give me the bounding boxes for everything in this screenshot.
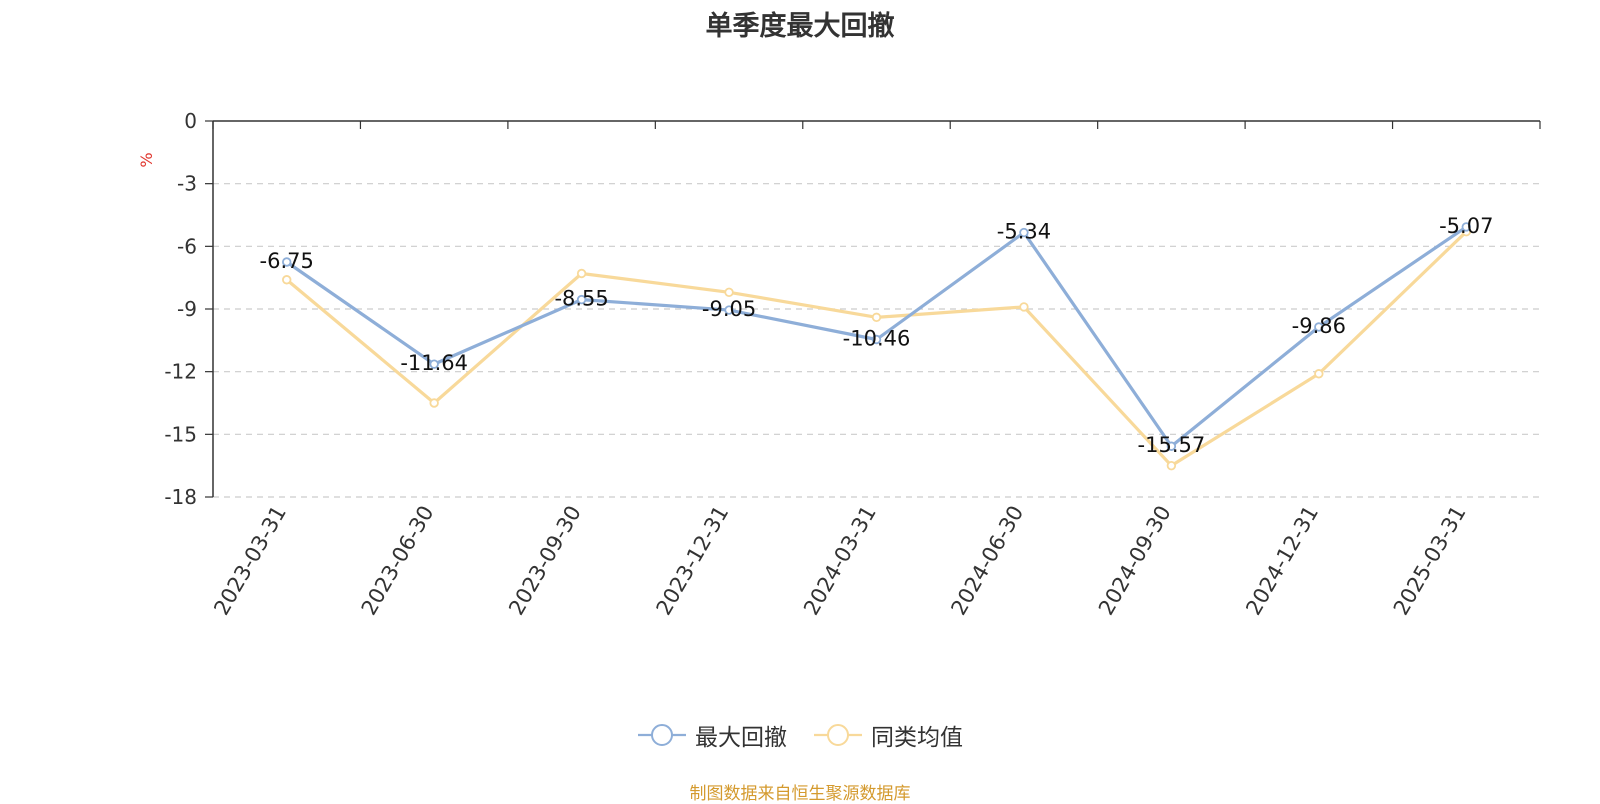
data-label: -5.07: [1439, 214, 1493, 238]
data-point: [724, 287, 734, 297]
source-note: 制图数据来自恒生聚源数据库: [689, 784, 911, 804]
x-tick-label: 2023-12-31: [652, 502, 734, 620]
data-point: [576, 268, 587, 279]
y-tick-label: 0: [184, 109, 197, 133]
data-point: [1314, 322, 1324, 332]
data-point: [429, 359, 439, 369]
chart-title: 单季度最大回撤: [705, 11, 895, 42]
data-label: -6.75: [260, 249, 314, 273]
y-tick-label: -3: [177, 172, 197, 196]
data-point: [576, 294, 587, 305]
y-tick-label: -18: [164, 485, 197, 509]
data-point: [1314, 369, 1324, 379]
y-tick-label: -15: [164, 422, 197, 446]
y-tick-label: -12: [164, 360, 197, 384]
legend-marker-icon: [638, 724, 686, 746]
data-labels: -6.75 -11.64 -8.55 -9.05 -10.46 -5.34 -15.57 -9…: [260, 214, 1494, 457]
grid-lines: [213, 183, 1540, 498]
series-lines: [282, 222, 1471, 471]
x-tick-label: 2024-12-31: [1241, 502, 1323, 620]
data-label: -8.55: [554, 287, 608, 311]
data-point: [1166, 460, 1177, 471]
x-tick-label: 2024-09-30: [1094, 502, 1176, 620]
x-tick-label: 2025-03-31: [1389, 502, 1471, 620]
data-label: -11.64: [400, 351, 468, 375]
x-tick-label: 2024-06-30: [946, 502, 1028, 620]
data-label: -9.86: [1292, 314, 1346, 338]
data-point: [871, 334, 882, 345]
legend-label: 同类均值: [871, 725, 963, 751]
y-axis-unit-label: %: [137, 152, 156, 167]
x-tick-label: 2024-03-31: [799, 502, 881, 620]
x-tick-label: 2023-06-30: [357, 501, 439, 619]
x-tick-label: 2023-09-30: [504, 502, 586, 620]
data-point: [1166, 441, 1177, 451]
data-point: [1019, 302, 1029, 312]
x-tick-label: 2023-03-31: [209, 502, 291, 620]
data-point: [429, 398, 439, 408]
legend: 最大回撤 同类均值: [0, 718, 1600, 752]
data-label: -15.57: [1138, 433, 1206, 457]
legend-item[interactable]: 最大回撤: [637, 718, 787, 752]
legend-label: 最大回撤: [695, 725, 787, 751]
data-label: -5.34: [997, 220, 1051, 244]
legend-marker-icon: [814, 724, 862, 746]
legend-item[interactable]: 同类均值: [813, 718, 963, 752]
data-point: [724, 305, 734, 315]
data-point: [282, 257, 292, 267]
data-label: -9.05: [702, 297, 756, 321]
data-point: [1461, 222, 1471, 232]
data-point: [1019, 227, 1029, 238]
y-tick-label: -9: [177, 297, 197, 321]
data-point: [282, 275, 292, 285]
data-point: [871, 312, 882, 323]
data-label: -10.46: [843, 326, 911, 350]
y-tick-label: -6: [177, 234, 197, 258]
